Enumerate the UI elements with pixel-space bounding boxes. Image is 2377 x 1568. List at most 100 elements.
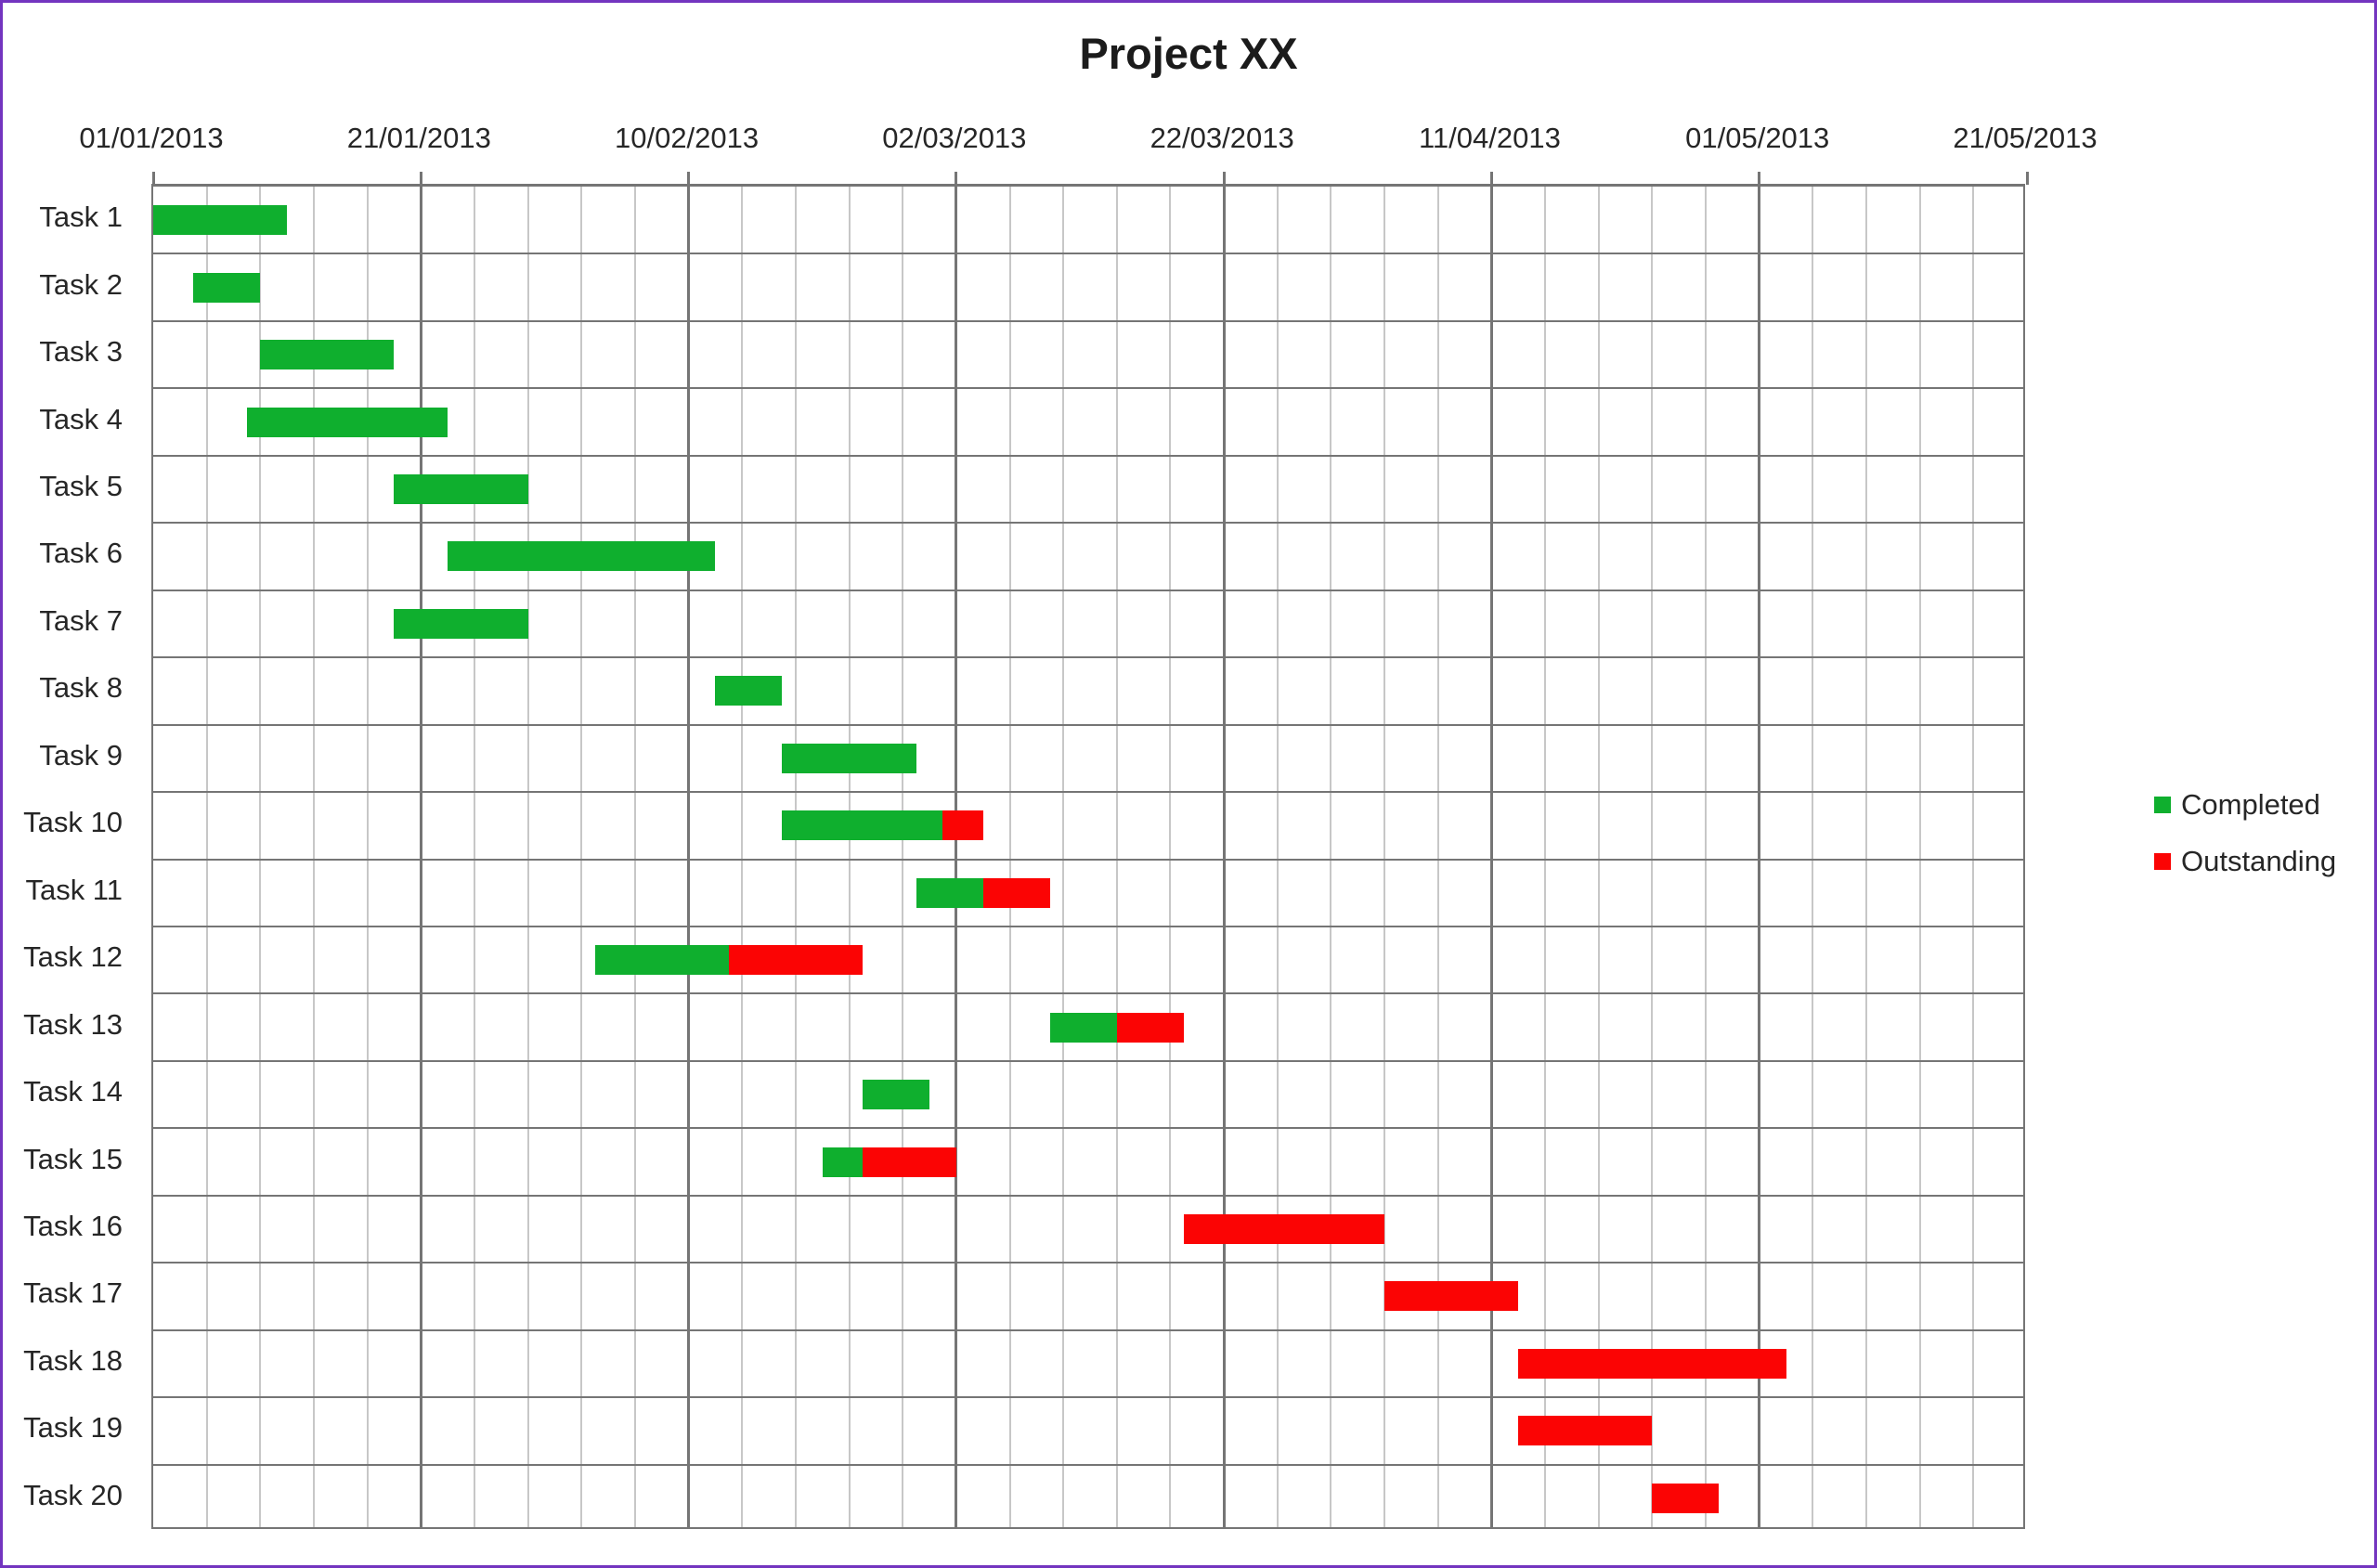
task-bar <box>594 945 863 976</box>
task-label: Task 5 <box>39 470 123 503</box>
gridline-major <box>419 187 422 1527</box>
gridline-minor <box>580 187 583 1527</box>
bar-outstanding-segment <box>1518 1416 1653 1446</box>
x-axis-tick <box>1222 172 1226 185</box>
x-tick-label: 22/03/2013 <box>1150 122 1294 154</box>
task-bar <box>782 743 916 773</box>
bar-completed-segment <box>782 743 916 773</box>
gridline-major <box>1489 187 1493 1527</box>
task-bar <box>260 340 395 370</box>
task-label: Task 1 <box>39 201 123 234</box>
x-tick-label: 21/01/2013 <box>346 122 491 154</box>
gridline-minor <box>259 187 262 1527</box>
gridline-major <box>1222 187 1226 1527</box>
row-line <box>153 1463 2023 1466</box>
task-label: Task 17 <box>23 1276 123 1310</box>
row-line <box>153 1059 2023 1062</box>
gridline-minor <box>1169 187 1172 1527</box>
bar-completed-segment <box>260 340 395 370</box>
gridline-minor <box>1383 187 1386 1527</box>
task-label: Task 20 <box>23 1478 123 1511</box>
gridline-minor <box>1276 187 1279 1527</box>
gridline-minor <box>1115 187 1118 1527</box>
task-label: Task 2 <box>39 267 123 301</box>
gridline-minor <box>848 187 851 1527</box>
x-tick-label: 21/05/2013 <box>1953 122 2098 154</box>
plot-area <box>151 172 2029 1529</box>
task-bar <box>153 205 288 236</box>
gridline-major <box>1758 187 1761 1527</box>
gridline-minor <box>794 187 797 1527</box>
task-label: Task 19 <box>23 1411 123 1445</box>
task-label: Task 15 <box>23 1142 123 1175</box>
task-bar <box>193 272 261 303</box>
bar-completed-segment <box>594 945 729 976</box>
gridline-minor <box>473 187 475 1527</box>
bar-completed-segment <box>715 676 783 706</box>
gridline-major <box>687 187 691 1527</box>
task-bar <box>862 1080 930 1110</box>
task-label: Task 10 <box>23 806 123 839</box>
task-label: Task 11 <box>25 873 123 906</box>
x-axis-tick <box>1489 172 1493 185</box>
task-bar <box>916 877 1050 908</box>
task-label: Task 7 <box>39 603 123 637</box>
bar-completed-segment <box>394 474 528 505</box>
gridline-minor <box>526 187 529 1527</box>
bar-outstanding-segment <box>728 945 863 976</box>
task-bar <box>782 810 983 841</box>
task-label: Task 14 <box>23 1075 123 1108</box>
x-axis-tick <box>2025 172 2029 185</box>
gridline-minor <box>1330 187 1332 1527</box>
task-label: Task 4 <box>39 402 123 435</box>
bar-completed-segment <box>193 272 261 303</box>
bar-completed-segment <box>1049 1012 1117 1043</box>
row-line <box>153 925 2023 927</box>
row-line <box>153 858 2023 861</box>
task-bar <box>1384 1281 1519 1312</box>
row-line <box>153 454 2023 457</box>
legend-entry-completed: Completed <box>2154 788 2336 821</box>
gridline-minor <box>312 187 315 1527</box>
x-axis-tick <box>955 172 958 185</box>
gridline-minor <box>1062 187 1065 1527</box>
task-bar <box>394 608 528 639</box>
row-line <box>153 1262 2023 1264</box>
gridline-major <box>955 187 958 1527</box>
row-line <box>153 253 2023 255</box>
x-tick-label: 11/04/2013 <box>1418 122 1561 154</box>
task-bar <box>1518 1416 1653 1446</box>
bar-outstanding-segment <box>1652 1483 1720 1513</box>
bar-outstanding-segment <box>1384 1281 1519 1312</box>
bar-completed-segment <box>153 205 288 236</box>
task-bar <box>1652 1483 1720 1513</box>
task-bar <box>448 541 716 572</box>
bar-outstanding-segment <box>862 1147 956 1177</box>
x-tick-label: 02/03/2013 <box>882 122 1027 154</box>
bar-completed-segment <box>822 1147 863 1177</box>
task-label: Task 13 <box>23 1007 123 1041</box>
bar-outstanding-segment <box>1116 1012 1184 1043</box>
gridline-minor <box>366 187 369 1527</box>
row-line <box>153 1194 2023 1197</box>
task-label: Task 8 <box>39 671 123 705</box>
row-line <box>153 992 2023 995</box>
row-line <box>153 1396 2023 1399</box>
chart-title: Project XX <box>1079 29 1298 78</box>
row-line <box>153 319 2023 322</box>
outstanding-swatch-icon <box>2154 853 2171 870</box>
x-axis-tick <box>687 172 691 185</box>
x-axis-tick <box>151 172 155 185</box>
task-label: Task 6 <box>39 537 123 570</box>
legend-entry-outstanding: Outstanding <box>2154 845 2336 877</box>
completed-swatch-icon <box>2154 797 2171 813</box>
row-line <box>153 522 2023 525</box>
bar-completed-segment <box>394 608 528 639</box>
bar-outstanding-segment <box>982 877 1050 908</box>
bar-completed-segment <box>916 877 983 908</box>
gridline-minor <box>1008 187 1011 1527</box>
gridline-minor <box>741 187 744 1527</box>
bar-outstanding-segment <box>1183 1213 1385 1244</box>
row-line <box>153 589 2023 591</box>
gridline-minor <box>633 187 636 1527</box>
